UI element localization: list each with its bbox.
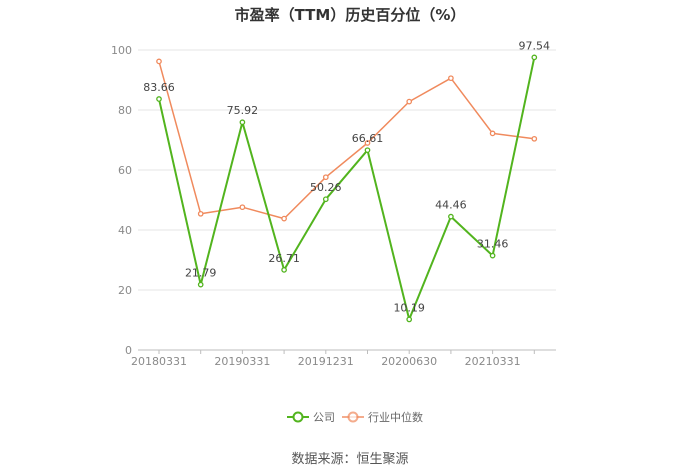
data-point [364, 147, 371, 154]
data-point [197, 210, 204, 217]
data-point [448, 213, 454, 220]
data-point [364, 140, 371, 146]
y-tick-label: 100 [111, 44, 132, 57]
data-source: 数据来源：恒生聚源 [291, 452, 409, 467]
y-tick-label: 40 [118, 224, 132, 237]
chart-title: 市盈率（TTM）历史百分位（%） [234, 6, 466, 24]
data-point [197, 281, 204, 288]
data-point [489, 252, 496, 259]
data-point [239, 204, 246, 211]
data-point [406, 316, 413, 323]
legend-company-label: 公司 [313, 411, 335, 424]
data-label: 44.46 [435, 199, 467, 212]
x-tick-label: 20180331 [131, 355, 187, 368]
x-tick-label: 20191231 [298, 355, 354, 368]
data-label: 97.54 [519, 39, 551, 52]
data-label: 10.19 [393, 301, 425, 314]
data-label: 75.92 [227, 104, 259, 117]
data-point [531, 54, 538, 61]
legend-company-marker [292, 411, 304, 423]
series-line-company [158, 57, 536, 321]
data-point [489, 130, 496, 137]
data-label: 21.79 [185, 267, 217, 280]
legend-industry-median-marker [347, 411, 359, 423]
y-tick-label: 20 [118, 284, 132, 297]
x-tick-label: 20210331 [465, 355, 521, 368]
data-label: 50.26 [310, 181, 342, 194]
data-point [156, 96, 162, 102]
y-tick-label: 80 [118, 104, 132, 117]
data-point [406, 98, 413, 105]
series-line-industry-median [158, 61, 535, 220]
data-point [281, 215, 287, 222]
data-point [281, 267, 287, 273]
data-label: 31.46 [477, 238, 509, 251]
data-label: 66.61 [352, 132, 384, 145]
data-label: 83.66 [143, 81, 175, 94]
data-point [156, 58, 162, 65]
y-tick-label: 60 [118, 164, 132, 177]
legend-industry-median-label: 行业中位数 [368, 410, 423, 424]
data-point [531, 135, 538, 142]
data-point [322, 174, 329, 181]
y-tick-label: 0 [125, 344, 132, 357]
x-tick-label: 20190331 [214, 355, 270, 368]
data-point [239, 119, 246, 126]
data-point [322, 196, 329, 203]
x-tick-label: 20200630 [381, 355, 437, 368]
data-point [448, 75, 454, 82]
data-label: 26.71 [268, 252, 300, 265]
